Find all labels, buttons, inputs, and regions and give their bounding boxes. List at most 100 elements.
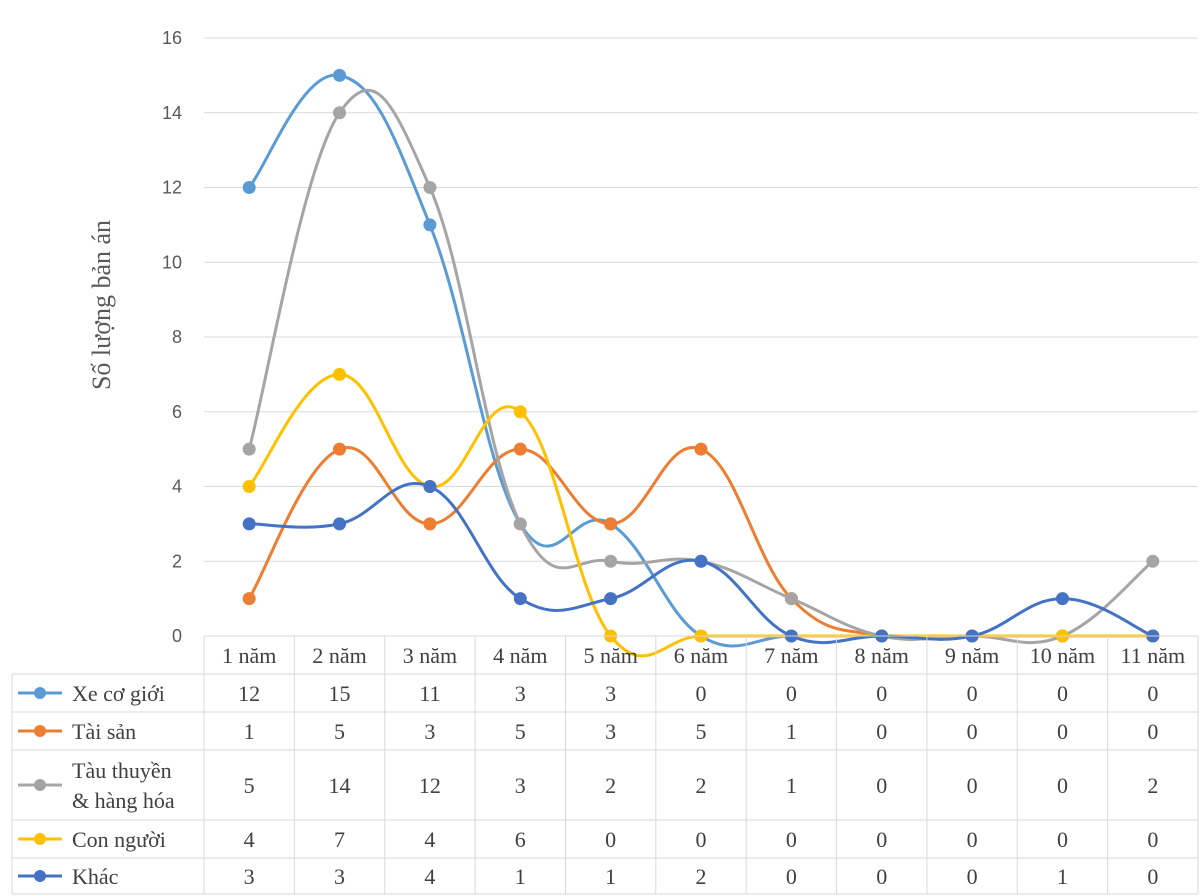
x-tick-label-1: 2 năm bbox=[312, 643, 366, 668]
table-cell-s2-4: 2 bbox=[605, 773, 616, 798]
table-cell-s3-9: 0 bbox=[1057, 827, 1068, 852]
y-axis-ticks: 0 2 4 6 8 10 12 14 16 bbox=[162, 28, 182, 646]
point-s4-3 bbox=[513, 592, 527, 606]
table-cell-s4-1: 3 bbox=[334, 864, 345, 889]
x-tick-label-2: 3 năm bbox=[403, 643, 457, 668]
table-cell-s4-10: 0 bbox=[1147, 864, 1158, 889]
point-s4-2 bbox=[423, 480, 437, 493]
table-cell-s3-1: 7 bbox=[334, 827, 345, 852]
legend-label-2-1: & hàng hóa bbox=[72, 788, 175, 813]
table-cell-s2-9: 0 bbox=[1057, 773, 1068, 798]
x-tick-label-6: 7 năm bbox=[764, 643, 818, 668]
point-s4-0 bbox=[242, 517, 256, 531]
legend-label-2-0: Tàu thuyền bbox=[72, 758, 172, 783]
table-cell-s2-8: 0 bbox=[967, 773, 978, 798]
table-cell-s3-5: 0 bbox=[696, 827, 707, 852]
table-cell-s1-8: 0 bbox=[967, 719, 978, 744]
table-cell-s1-6: 1 bbox=[786, 719, 797, 744]
table-cell-s0-10: 0 bbox=[1147, 681, 1158, 706]
table-cell-s1-9: 0 bbox=[1057, 719, 1068, 744]
table-cell-s2-1: 14 bbox=[329, 773, 351, 798]
x-tick-label-3: 4 năm bbox=[493, 643, 547, 668]
x-tick-label-5: 6 năm bbox=[674, 643, 728, 668]
point-s2-0 bbox=[242, 442, 256, 456]
table-cell-s4-4: 1 bbox=[605, 864, 616, 889]
table-cell-s1-4: 3 bbox=[605, 719, 616, 744]
table-cell-s1-10: 0 bbox=[1147, 719, 1158, 744]
table-cell-s2-10: 2 bbox=[1147, 773, 1158, 798]
table-cell-s0-9: 0 bbox=[1057, 681, 1068, 706]
table-cell-s3-0: 4 bbox=[244, 827, 255, 852]
table-cell-s4-5: 2 bbox=[696, 864, 707, 889]
point-s1-1 bbox=[333, 442, 347, 456]
table-cell-s4-3: 1 bbox=[515, 864, 526, 889]
legend-label-1: Tài sản bbox=[72, 719, 136, 744]
point-s0-0 bbox=[242, 181, 256, 194]
table-cell-s0-0: 12 bbox=[238, 681, 260, 706]
table-cell-s4-7: 0 bbox=[876, 864, 887, 889]
table-cell-s0-5: 0 bbox=[696, 681, 707, 706]
y-tick-label-3: 6 bbox=[172, 402, 182, 422]
table-cell-s1-7: 0 bbox=[876, 719, 887, 744]
point-s2-2 bbox=[423, 181, 437, 194]
point-s1-5 bbox=[694, 442, 708, 456]
x-tick-label-9: 10 năm bbox=[1030, 643, 1095, 668]
table-cell-s0-6: 0 bbox=[786, 681, 797, 706]
table-cell-s0-3: 3 bbox=[515, 681, 526, 706]
point-s3-3 bbox=[513, 405, 527, 419]
table-cell-s1-3: 5 bbox=[515, 719, 526, 744]
table-cell-s4-9: 1 bbox=[1057, 864, 1068, 889]
table-cell-s4-0: 3 bbox=[244, 864, 255, 889]
y-tick-label-4: 8 bbox=[172, 327, 182, 347]
point-s0-2 bbox=[423, 218, 437, 232]
point-s2-10 bbox=[1146, 554, 1160, 568]
y-tick-label-7: 14 bbox=[162, 103, 182, 123]
legend-key-dot-4 bbox=[34, 870, 46, 882]
legend-key-dot-3 bbox=[34, 833, 46, 845]
x-tick-label-0: 1 năm bbox=[222, 643, 276, 668]
table-cell-s0-4: 3 bbox=[605, 681, 616, 706]
table-cell-s2-5: 2 bbox=[696, 773, 707, 798]
table-cell-s0-8: 0 bbox=[967, 681, 978, 706]
legend-key-dot-0 bbox=[34, 687, 46, 699]
point-s4-9 bbox=[1055, 592, 1069, 606]
point-s0-1 bbox=[333, 68, 347, 82]
y-tick-label-2: 4 bbox=[172, 477, 182, 497]
point-s4-5 bbox=[694, 554, 708, 568]
y-tick-label-5: 10 bbox=[162, 252, 182, 272]
point-s1-2 bbox=[423, 517, 437, 531]
x-tick-label-10: 11 năm bbox=[1121, 643, 1186, 668]
table-cell-s2-0: 5 bbox=[244, 773, 255, 798]
table-cell-s2-7: 0 bbox=[876, 773, 887, 798]
table-cell-s3-2: 4 bbox=[424, 827, 435, 852]
table-cell-s2-3: 3 bbox=[515, 773, 526, 798]
table-cell-s1-1: 5 bbox=[334, 719, 345, 744]
table-cell-s3-10: 0 bbox=[1147, 827, 1158, 852]
table-cell-s3-7: 0 bbox=[876, 827, 887, 852]
table-cell-s1-0: 1 bbox=[244, 719, 255, 744]
table-cell-s0-1: 15 bbox=[329, 681, 351, 706]
table-cell-s3-8: 0 bbox=[967, 827, 978, 852]
legend-label-4: Khác bbox=[72, 864, 119, 889]
y-tick-label-6: 12 bbox=[162, 178, 182, 198]
table-cell-s1-5: 5 bbox=[696, 719, 707, 744]
x-tick-label-7: 8 năm bbox=[855, 643, 909, 668]
y-axis-label: Số lượng bản án bbox=[87, 220, 116, 390]
table-cell-s4-6: 0 bbox=[786, 864, 797, 889]
table-cell-s2-2: 12 bbox=[419, 773, 441, 798]
point-s4-1 bbox=[333, 517, 347, 531]
point-s1-3 bbox=[513, 442, 527, 456]
data-table: 1 năm 2 năm 3 năm 4 năm 5 năm 6 năm 7 năm 8 năm… bbox=[11, 635, 1199, 895]
gridlines bbox=[204, 37, 1198, 562]
y-tick-label-0: 0 bbox=[172, 626, 182, 646]
y-tick-label-1: 2 bbox=[172, 551, 182, 571]
point-s1-4 bbox=[604, 517, 618, 531]
table-cell-s3-4: 0 bbox=[605, 827, 616, 852]
table-cell-s3-6: 0 bbox=[786, 827, 797, 852]
table-cell-s1-2: 3 bbox=[424, 719, 435, 744]
legend-key-dot-2 bbox=[34, 779, 46, 791]
x-tick-label-4: 5 năm bbox=[583, 643, 637, 668]
table-cell-s4-8: 0 bbox=[967, 864, 978, 889]
point-s2-1 bbox=[333, 106, 347, 120]
